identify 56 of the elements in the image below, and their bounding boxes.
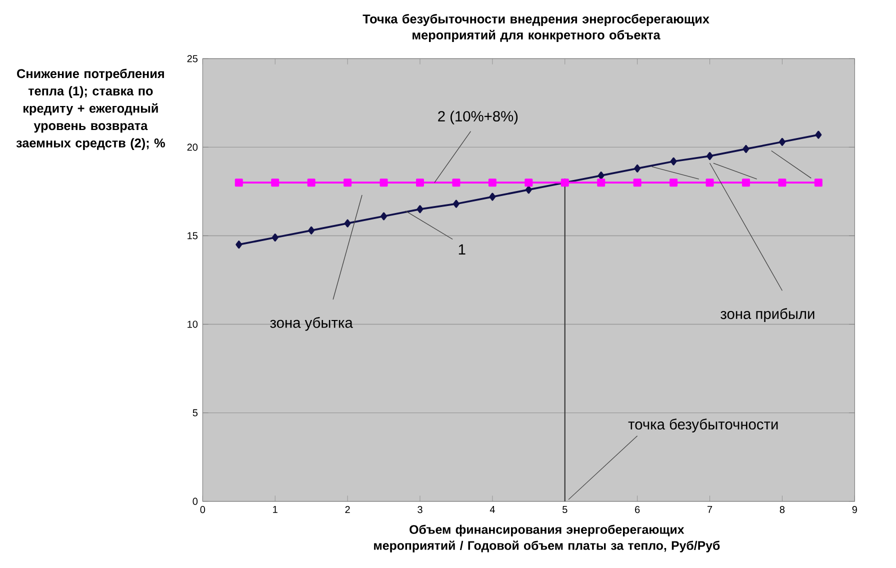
y-tick-label: 5 <box>192 409 198 416</box>
point <box>778 138 786 146</box>
annotation: зона убытка <box>270 317 353 331</box>
x-tick-label: 5 <box>562 506 568 514</box>
point <box>488 178 496 187</box>
point <box>344 178 352 187</box>
point <box>670 178 678 187</box>
point <box>416 205 424 214</box>
point <box>598 172 604 180</box>
point <box>271 178 280 187</box>
y-tick-label: 20 <box>187 144 198 151</box>
point <box>778 178 786 187</box>
y-tick-label: 15 <box>188 232 198 240</box>
point <box>597 178 606 187</box>
point <box>452 200 460 208</box>
point <box>670 157 677 166</box>
point <box>234 178 243 187</box>
point <box>344 219 351 228</box>
annotation: зона прибыли <box>720 308 814 322</box>
point <box>706 178 714 187</box>
point <box>634 164 641 172</box>
point <box>489 192 496 201</box>
y-tick-label: 10 <box>188 320 198 328</box>
x-tick-label: 8 <box>780 506 785 514</box>
y-axis-title: Снижение потребления тепла (1); ставка по кредиту + ежегодный уровень возврата заемных средств (2); % <box>16 68 165 150</box>
annotation: 1 <box>458 244 466 255</box>
x-tick-label: 1 <box>273 506 278 513</box>
x-tick-label: 2 <box>345 506 350 514</box>
point <box>524 178 533 187</box>
point <box>815 130 822 139</box>
point <box>814 178 822 187</box>
point <box>742 178 750 187</box>
x-axis-title: Объем финансирования энергоберегающих мероприятий / Годовой объем платы за тепло, Руб/Руб <box>374 524 720 552</box>
annotation: 2 (10%+8%) <box>438 110 518 124</box>
point <box>706 152 714 160</box>
chart-title: Точка безубыточности внедрения энергосберегающих мероприятий для конкретного объекта <box>362 14 710 42</box>
ref-line-label: точка безубыточности <box>628 418 778 432</box>
x-tick-label: 0 <box>200 506 206 514</box>
point <box>236 240 242 249</box>
point <box>452 178 460 187</box>
point <box>380 212 388 220</box>
point <box>416 178 424 187</box>
x-tick-label: 9 <box>852 506 857 514</box>
point <box>272 234 278 242</box>
point <box>380 178 388 187</box>
point <box>525 186 532 194</box>
x-tick-label: 7 <box>708 506 712 513</box>
x-tick-label: 3 <box>418 506 422 514</box>
point <box>308 226 315 234</box>
y-tick-label: 25 <box>187 55 198 62</box>
x-tick-label: 6 <box>635 506 640 514</box>
x-tick-label: 4 <box>490 506 495 513</box>
y-tick-label: 0 <box>192 498 198 505</box>
point <box>633 178 642 187</box>
point <box>742 144 750 153</box>
point <box>307 178 316 187</box>
